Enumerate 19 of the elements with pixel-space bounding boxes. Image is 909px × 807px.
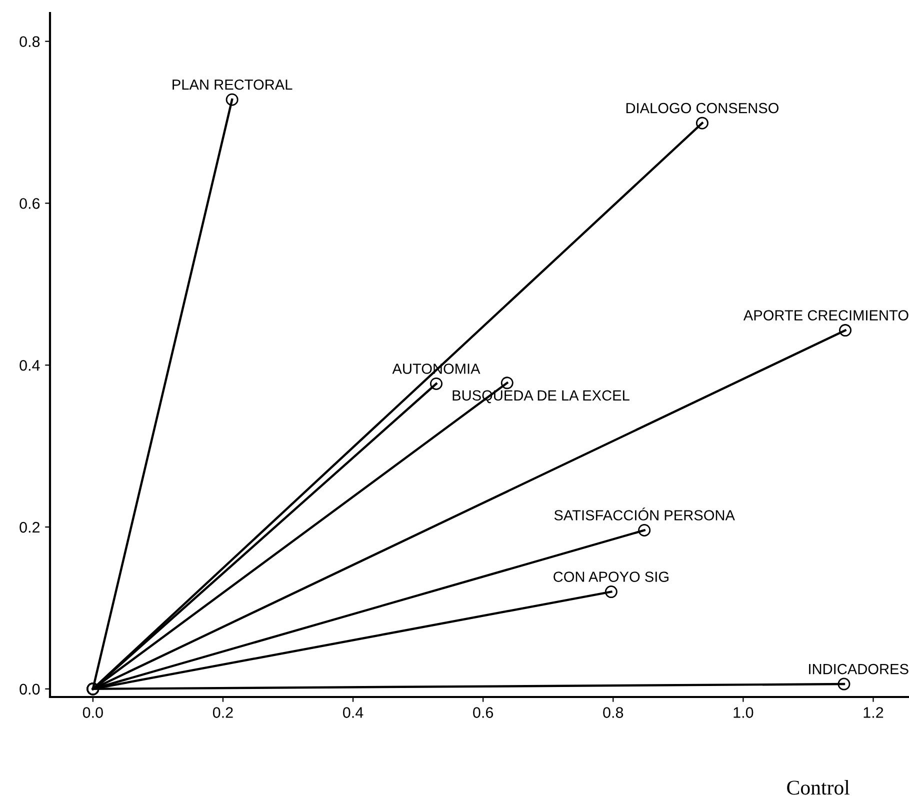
- x-tick-label: 1.0: [734, 707, 754, 718]
- y-tick-label: 0.6: [20, 198, 40, 209]
- x-tick-label: 0.4: [343, 707, 364, 718]
- y-tick-label: 0.8: [20, 36, 40, 48]
- x-tick-label: 0.6: [473, 707, 494, 718]
- x-tick-label: 0.0: [82, 707, 103, 718]
- x-tick-label: 0.2: [212, 707, 233, 718]
- text: Control: [787, 780, 850, 795]
- series-label: SATISFACCIÓN PERSONA: [554, 508, 735, 520]
- y-tick-label: 0.0: [20, 684, 40, 695]
- y-tick-label: 0.4: [20, 360, 40, 371]
- series-label: APORTE CRECIMIENTO: [743, 310, 908, 320]
- series-label: PLAN RECTORAL: [172, 79, 292, 90]
- series-label: DIALOGO CONSENSO: [626, 102, 778, 114]
- series-label: INDICADORES: [809, 664, 908, 674]
- x-tick-label: 1.2: [864, 707, 884, 718]
- y-tick-label: 0.2: [20, 522, 40, 533]
- series-label: CON APOYO SIG: [554, 572, 668, 582]
- x-tick-label: 0.8: [603, 707, 624, 718]
